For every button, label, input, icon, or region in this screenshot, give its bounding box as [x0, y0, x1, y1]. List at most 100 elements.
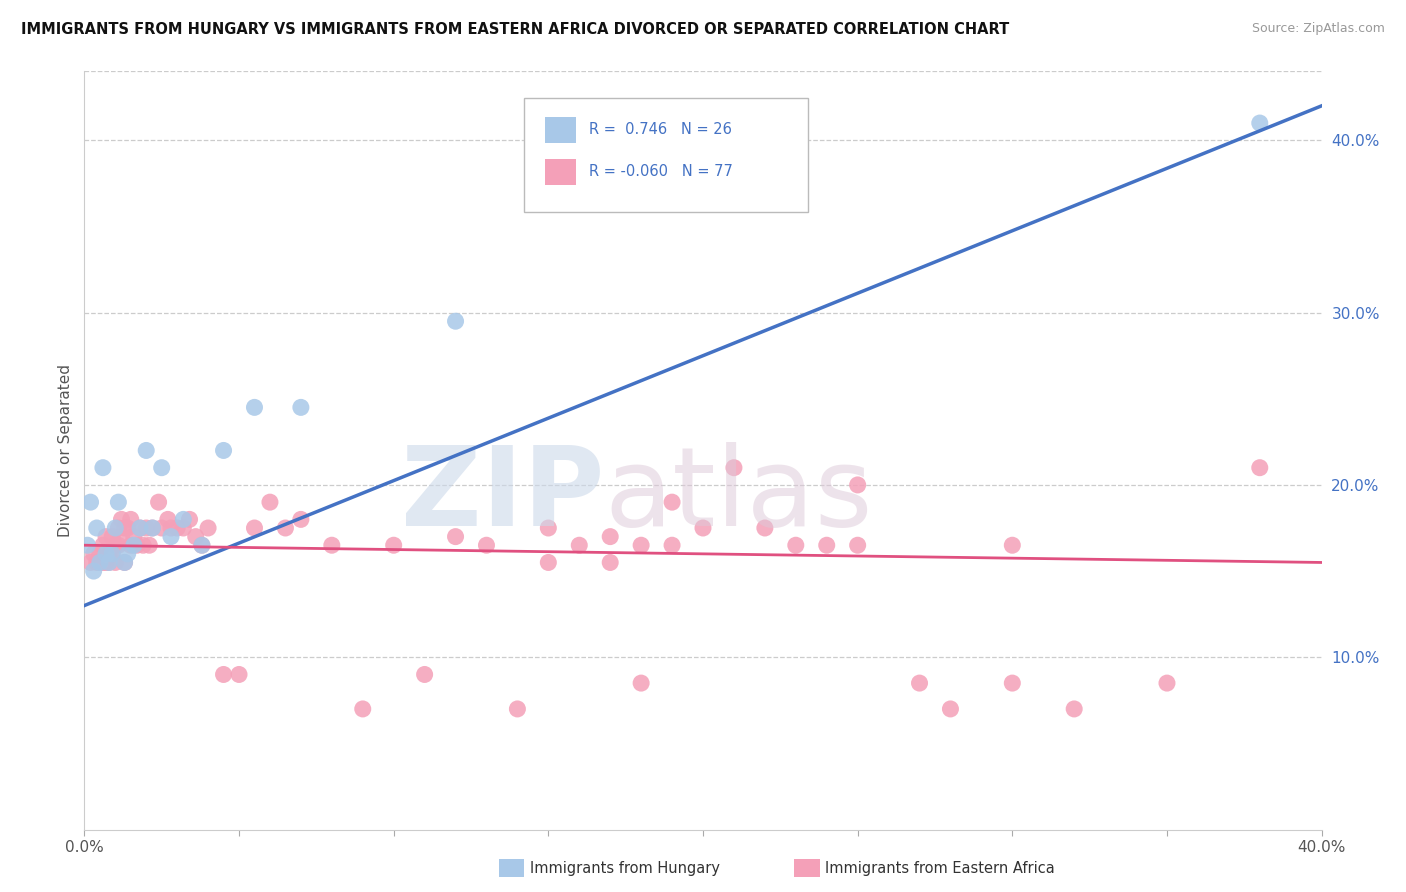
Point: [91, 460, 114, 475]
Point: [91, 556, 114, 570]
Point: [475, 538, 498, 552]
Point: [228, 667, 250, 681]
Point: [846, 478, 869, 492]
Point: [114, 556, 136, 570]
Point: [107, 538, 129, 552]
Point: [117, 521, 139, 535]
Point: [243, 401, 266, 415]
FancyBboxPatch shape: [523, 98, 808, 211]
Point: [79, 556, 101, 570]
Point: [150, 521, 173, 535]
Point: [101, 530, 124, 544]
Point: [135, 443, 157, 458]
Text: Source: ZipAtlas.com: Source: ZipAtlas.com: [1251, 22, 1385, 36]
Point: [83, 564, 105, 578]
Point: [98, 556, 121, 570]
Point: [1249, 116, 1271, 130]
Point: [352, 702, 374, 716]
Point: [444, 314, 467, 328]
Point: [630, 538, 652, 552]
Point: [79, 495, 101, 509]
Point: [135, 521, 157, 535]
Text: Immigrants from Eastern Africa: Immigrants from Eastern Africa: [825, 862, 1054, 876]
Point: [148, 495, 170, 509]
Point: [815, 538, 838, 552]
Point: [120, 512, 142, 526]
Point: [89, 556, 111, 570]
Point: [98, 547, 121, 561]
Point: [104, 538, 127, 552]
Point: [129, 521, 152, 535]
Point: [568, 538, 591, 552]
Point: [172, 512, 194, 526]
Y-axis label: Divorced or Separated: Divorced or Separated: [58, 364, 73, 537]
Point: [537, 521, 560, 535]
Point: [160, 521, 183, 535]
Point: [120, 538, 142, 552]
Point: [1001, 538, 1024, 552]
Point: [1001, 676, 1024, 690]
Point: [122, 538, 145, 552]
Point: [506, 702, 529, 716]
Bar: [544, 117, 575, 144]
Point: [86, 556, 108, 570]
Point: [76, 538, 98, 552]
Point: [94, 556, 117, 570]
Point: [1249, 460, 1271, 475]
Text: ZIP: ZIP: [401, 442, 605, 549]
Point: [89, 556, 111, 570]
Point: [785, 538, 807, 552]
Point: [160, 530, 183, 544]
Point: [1156, 676, 1178, 690]
Point: [104, 521, 127, 535]
Point: [107, 521, 129, 535]
Point: [444, 530, 467, 544]
Point: [939, 702, 962, 716]
Point: [117, 547, 139, 561]
Point: [1063, 702, 1085, 716]
Point: [166, 521, 188, 535]
Text: R = -0.060   N = 77: R = -0.060 N = 77: [589, 164, 733, 179]
Point: [179, 512, 201, 526]
Point: [107, 495, 129, 509]
Point: [259, 495, 281, 509]
Point: [599, 556, 621, 570]
Point: [172, 521, 194, 535]
Point: [110, 512, 132, 526]
Point: [274, 521, 297, 535]
Point: [290, 512, 312, 526]
Point: [537, 556, 560, 570]
Point: [382, 538, 405, 552]
Point: [86, 521, 108, 535]
Point: [184, 530, 207, 544]
Point: [101, 547, 124, 561]
Point: [661, 495, 683, 509]
Point: [630, 676, 652, 690]
Point: [114, 521, 136, 535]
Point: [129, 521, 152, 535]
Point: [98, 556, 121, 570]
Bar: [544, 159, 575, 186]
Text: R =  0.746   N = 26: R = 0.746 N = 26: [589, 122, 733, 137]
Point: [599, 530, 621, 544]
Point: [661, 538, 683, 552]
Point: [122, 530, 145, 544]
Point: [723, 460, 745, 475]
Text: atlas: atlas: [605, 442, 873, 549]
Point: [692, 521, 714, 535]
Point: [94, 530, 117, 544]
Point: [104, 556, 127, 570]
Point: [212, 667, 235, 681]
Point: [321, 538, 343, 552]
Point: [156, 512, 179, 526]
Point: [191, 538, 214, 552]
Point: [138, 538, 160, 552]
Point: [754, 521, 776, 535]
Point: [125, 538, 148, 552]
Point: [846, 538, 869, 552]
Point: [141, 521, 163, 535]
Text: Immigrants from Hungary: Immigrants from Hungary: [530, 862, 720, 876]
Text: IMMIGRANTS FROM HUNGARY VS IMMIGRANTS FROM EASTERN AFRICA DIVORCED OR SEPARATED : IMMIGRANTS FROM HUNGARY VS IMMIGRANTS FR…: [21, 22, 1010, 37]
Point: [141, 521, 163, 535]
Point: [191, 538, 214, 552]
